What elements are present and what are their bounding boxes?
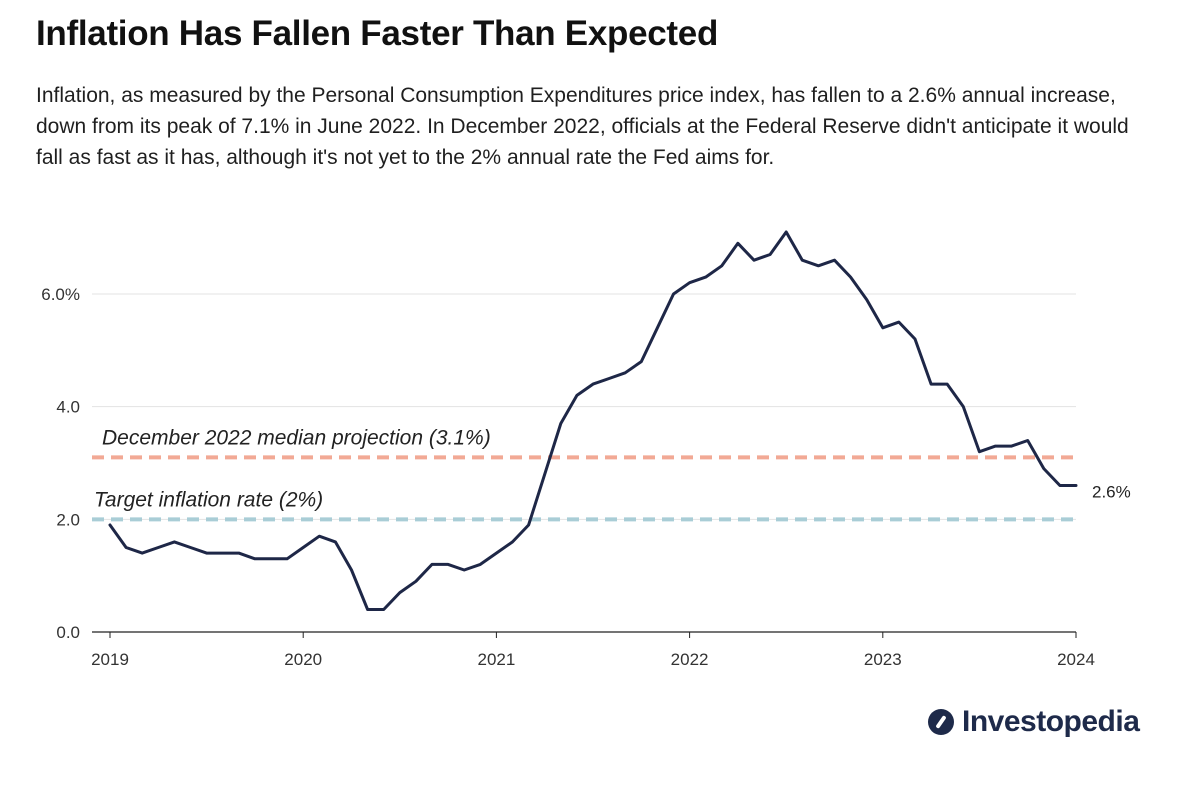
x-tick-label: 2023	[864, 650, 902, 669]
pce-series-line	[108, 230, 1078, 611]
chart-title: Inflation Has Fallen Faster Than Expecte…	[36, 14, 719, 53]
line-chart: December 2022 median projection (3.1%) Ta…	[41, 230, 1131, 669]
x-tick-label: 2022	[671, 650, 709, 669]
axes: 0.0 2.0 4.0 6.0% 2019 2020 2021 2022 2023 2024	[41, 285, 1095, 669]
reference-line-label: Target inflation rate (2%)	[94, 488, 323, 511]
y-tick-label: 6.0%	[41, 285, 80, 304]
y-tick-label: 4.0	[56, 398, 80, 417]
gridlines	[92, 293, 1076, 520]
brand-name: Investopedia	[962, 705, 1140, 738]
reference-lines: December 2022 median projection (3.1%) Ta…	[92, 426, 1076, 522]
investopedia-logo-icon	[928, 709, 954, 735]
y-tick-label: 2.0	[56, 510, 80, 529]
reference-line-label: December 2022 median projection (3.1%)	[102, 426, 491, 449]
chart-subtitle: Inflation, as measured by the Personal C…	[36, 84, 1129, 169]
x-tick-label: 2020	[284, 650, 322, 669]
y-tick-label: 0.0	[56, 623, 80, 642]
x-tick-label: 2021	[477, 650, 515, 669]
investopedia-logo: Investopedia	[928, 702, 1140, 742]
x-tick-label: 2024	[1057, 650, 1095, 669]
series-layer: 2.6%	[108, 230, 1131, 611]
end-value-label: 2.6%	[1092, 483, 1131, 502]
x-tick-label: 2019	[91, 650, 129, 669]
